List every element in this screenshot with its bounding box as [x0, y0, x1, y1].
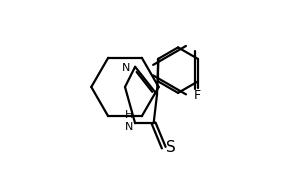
Text: H: H: [125, 110, 133, 120]
Text: S: S: [166, 140, 176, 155]
Text: N: N: [122, 64, 130, 73]
Text: F: F: [194, 89, 201, 102]
Text: N: N: [125, 122, 133, 132]
